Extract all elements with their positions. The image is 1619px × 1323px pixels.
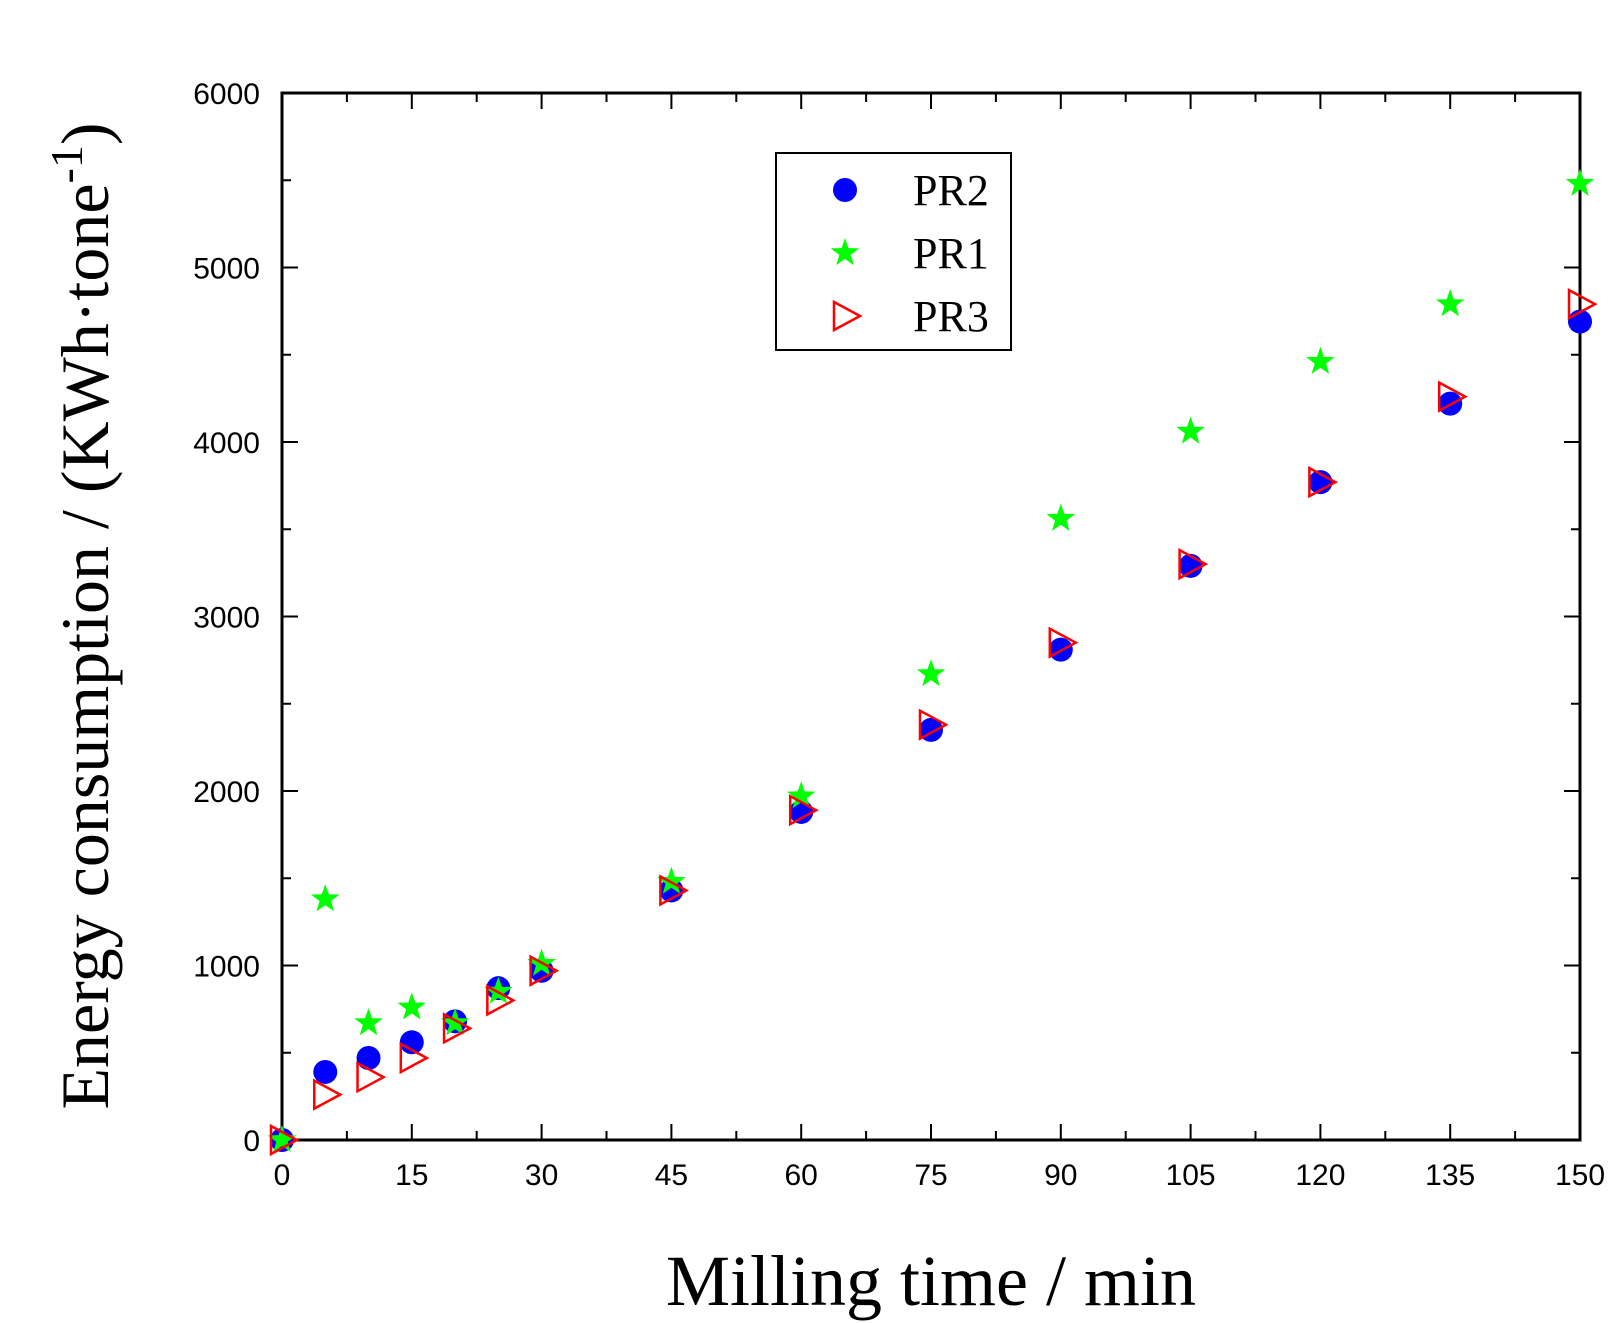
point-pr1: [1046, 503, 1076, 531]
point-pr3: [356, 1061, 387, 1094]
legend-marker-pr3: [832, 299, 863, 333]
y-tick-label: 5000: [193, 253, 260, 286]
y-tick-label: 3000: [193, 602, 260, 635]
point-pr3: [1437, 380, 1468, 413]
point-pr1: [1435, 289, 1465, 317]
x-tick-label: 150: [1555, 1159, 1605, 1192]
point-pr1: [1306, 346, 1335, 374]
y-tick-label: 0: [243, 1125, 260, 1158]
x-axis-title: Milling time / min: [666, 1241, 1196, 1321]
point-pr3: [1567, 288, 1598, 321]
legend-marker-pr1: [830, 238, 860, 266]
point-pr3: [442, 1012, 473, 1045]
x-tick-label: 15: [395, 1159, 428, 1192]
point-pr3: [313, 1078, 343, 1111]
legend-marker-pr2: [833, 178, 857, 202]
point-pr1: [267, 1125, 297, 1153]
point-pr1: [354, 1008, 383, 1036]
point-pr1: [1565, 168, 1595, 196]
y-axis-title-main: Energy consumption / (KWh·tone: [47, 183, 123, 1109]
y-tick-label: 2000: [193, 776, 260, 809]
point-pr2: [789, 799, 814, 824]
point-pr3: [1048, 626, 1079, 659]
x-tick-label: 90: [1044, 1159, 1077, 1192]
x-tick-label: 135: [1425, 1159, 1475, 1192]
legend-label-pr3: PR3: [913, 292, 989, 341]
x-tick-label: 0: [274, 1159, 291, 1192]
legend-label-pr2: PR2: [913, 166, 989, 215]
x-tick-label: 75: [914, 1159, 947, 1192]
point-pr3: [529, 954, 560, 987]
x-tick-label: 120: [1295, 1159, 1345, 1192]
y-axis-title-superscript: -1: [41, 145, 92, 183]
point-pr1: [484, 976, 513, 1004]
data-points: [267, 168, 1598, 1157]
point-pr2: [399, 1030, 424, 1055]
point-pr2: [356, 1045, 381, 1070]
y-axis-title-close: ): [47, 123, 123, 146]
x-tick-label: 30: [525, 1159, 558, 1192]
point-pr3: [486, 984, 516, 1017]
point-pr1: [657, 866, 686, 894]
legend: PR2 PR1 PR3: [775, 152, 1012, 351]
point-pr1: [311, 884, 340, 912]
y-tick-label: 6000: [193, 78, 260, 111]
point-pr3: [399, 1041, 430, 1075]
axis-ticks: [281, 92, 1581, 1141]
point-pr3: [918, 708, 949, 741]
point-pr3: [788, 794, 819, 827]
point-pr3: [1308, 466, 1339, 499]
y-tick-label: 4000: [193, 427, 260, 460]
legend-box: [775, 152, 1012, 351]
tick-labels: 0 15 30 45 60 75 90 105 120 135 150 0 1000 2000 3000 40…: [193, 78, 1605, 1192]
x-tick-label: 60: [785, 1159, 818, 1192]
legend-label-pr1: PR1: [913, 229, 989, 278]
legend-markers: [830, 178, 863, 333]
point-pr2: [1178, 553, 1203, 578]
x-tick-label: 105: [1166, 1159, 1216, 1192]
y-tick-label: 1000: [193, 951, 260, 984]
y-axis-title: Energy consumption / (KWh·tone-1): [41, 123, 123, 1110]
point-pr3: [1178, 548, 1209, 581]
point-pr1: [397, 992, 427, 1020]
point-pr2: [313, 1059, 338, 1084]
point-pr1: [916, 659, 946, 687]
point-pr3: [269, 1123, 300, 1157]
point-pr1: [786, 781, 816, 809]
point-pr3: [659, 874, 690, 907]
point-pr1: [1176, 416, 1205, 444]
x-tick-label: 45: [655, 1159, 688, 1192]
